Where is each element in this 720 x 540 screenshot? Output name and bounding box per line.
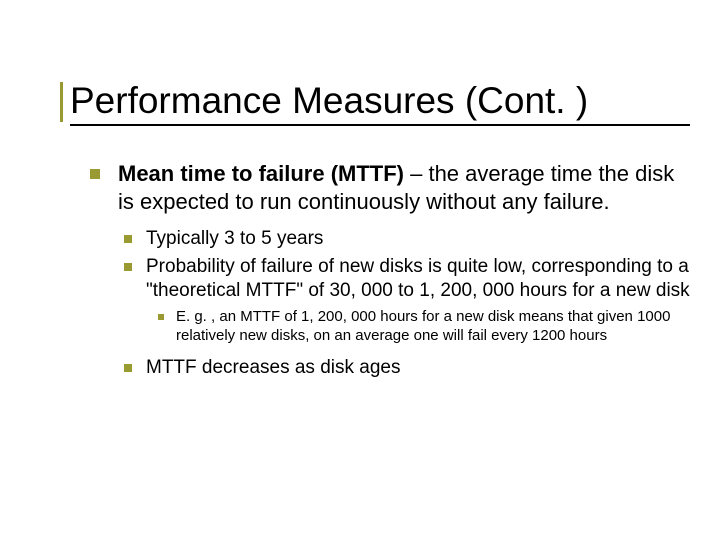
content-area: Mean time to failure (MTTF) – the averag… [90, 160, 690, 384]
bullet-level1: Mean time to failure (MTTF) – the averag… [90, 160, 690, 215]
typical-years: Typically 3 to 5 years [146, 228, 323, 249]
slide-title: Performance Measures (Cont. ) [70, 80, 690, 126]
mttf-decreases: MTTF decreases as disk ages [146, 357, 400, 378]
title-container: Performance Measures (Cont. ) [70, 80, 690, 126]
probability-text-line2: "theoretical MTTF" of 30, 000 to 1, 200,… [146, 280, 690, 301]
bullet-level3: E. g. , an MTTF of 1, 200, 000 hours for… [158, 308, 690, 346]
mttf-term: Mean time to failure (MTTF) [118, 161, 404, 186]
bullet-level2: Typically 3 to 5 years [124, 227, 690, 251]
bullet-level2: MTTF decreases as disk ages [124, 356, 690, 380]
slide: Performance Measures (Cont. ) Mean time … [0, 0, 720, 540]
bullet-level2: Probability of failure of new disks is q… [124, 255, 690, 303]
title-accent-line [60, 82, 63, 122]
probability-text-line1: Probability of failure of new disks is q… [146, 256, 689, 277]
example-text: E. g. , an MTTF of 1, 200, 000 hours for… [176, 308, 670, 344]
